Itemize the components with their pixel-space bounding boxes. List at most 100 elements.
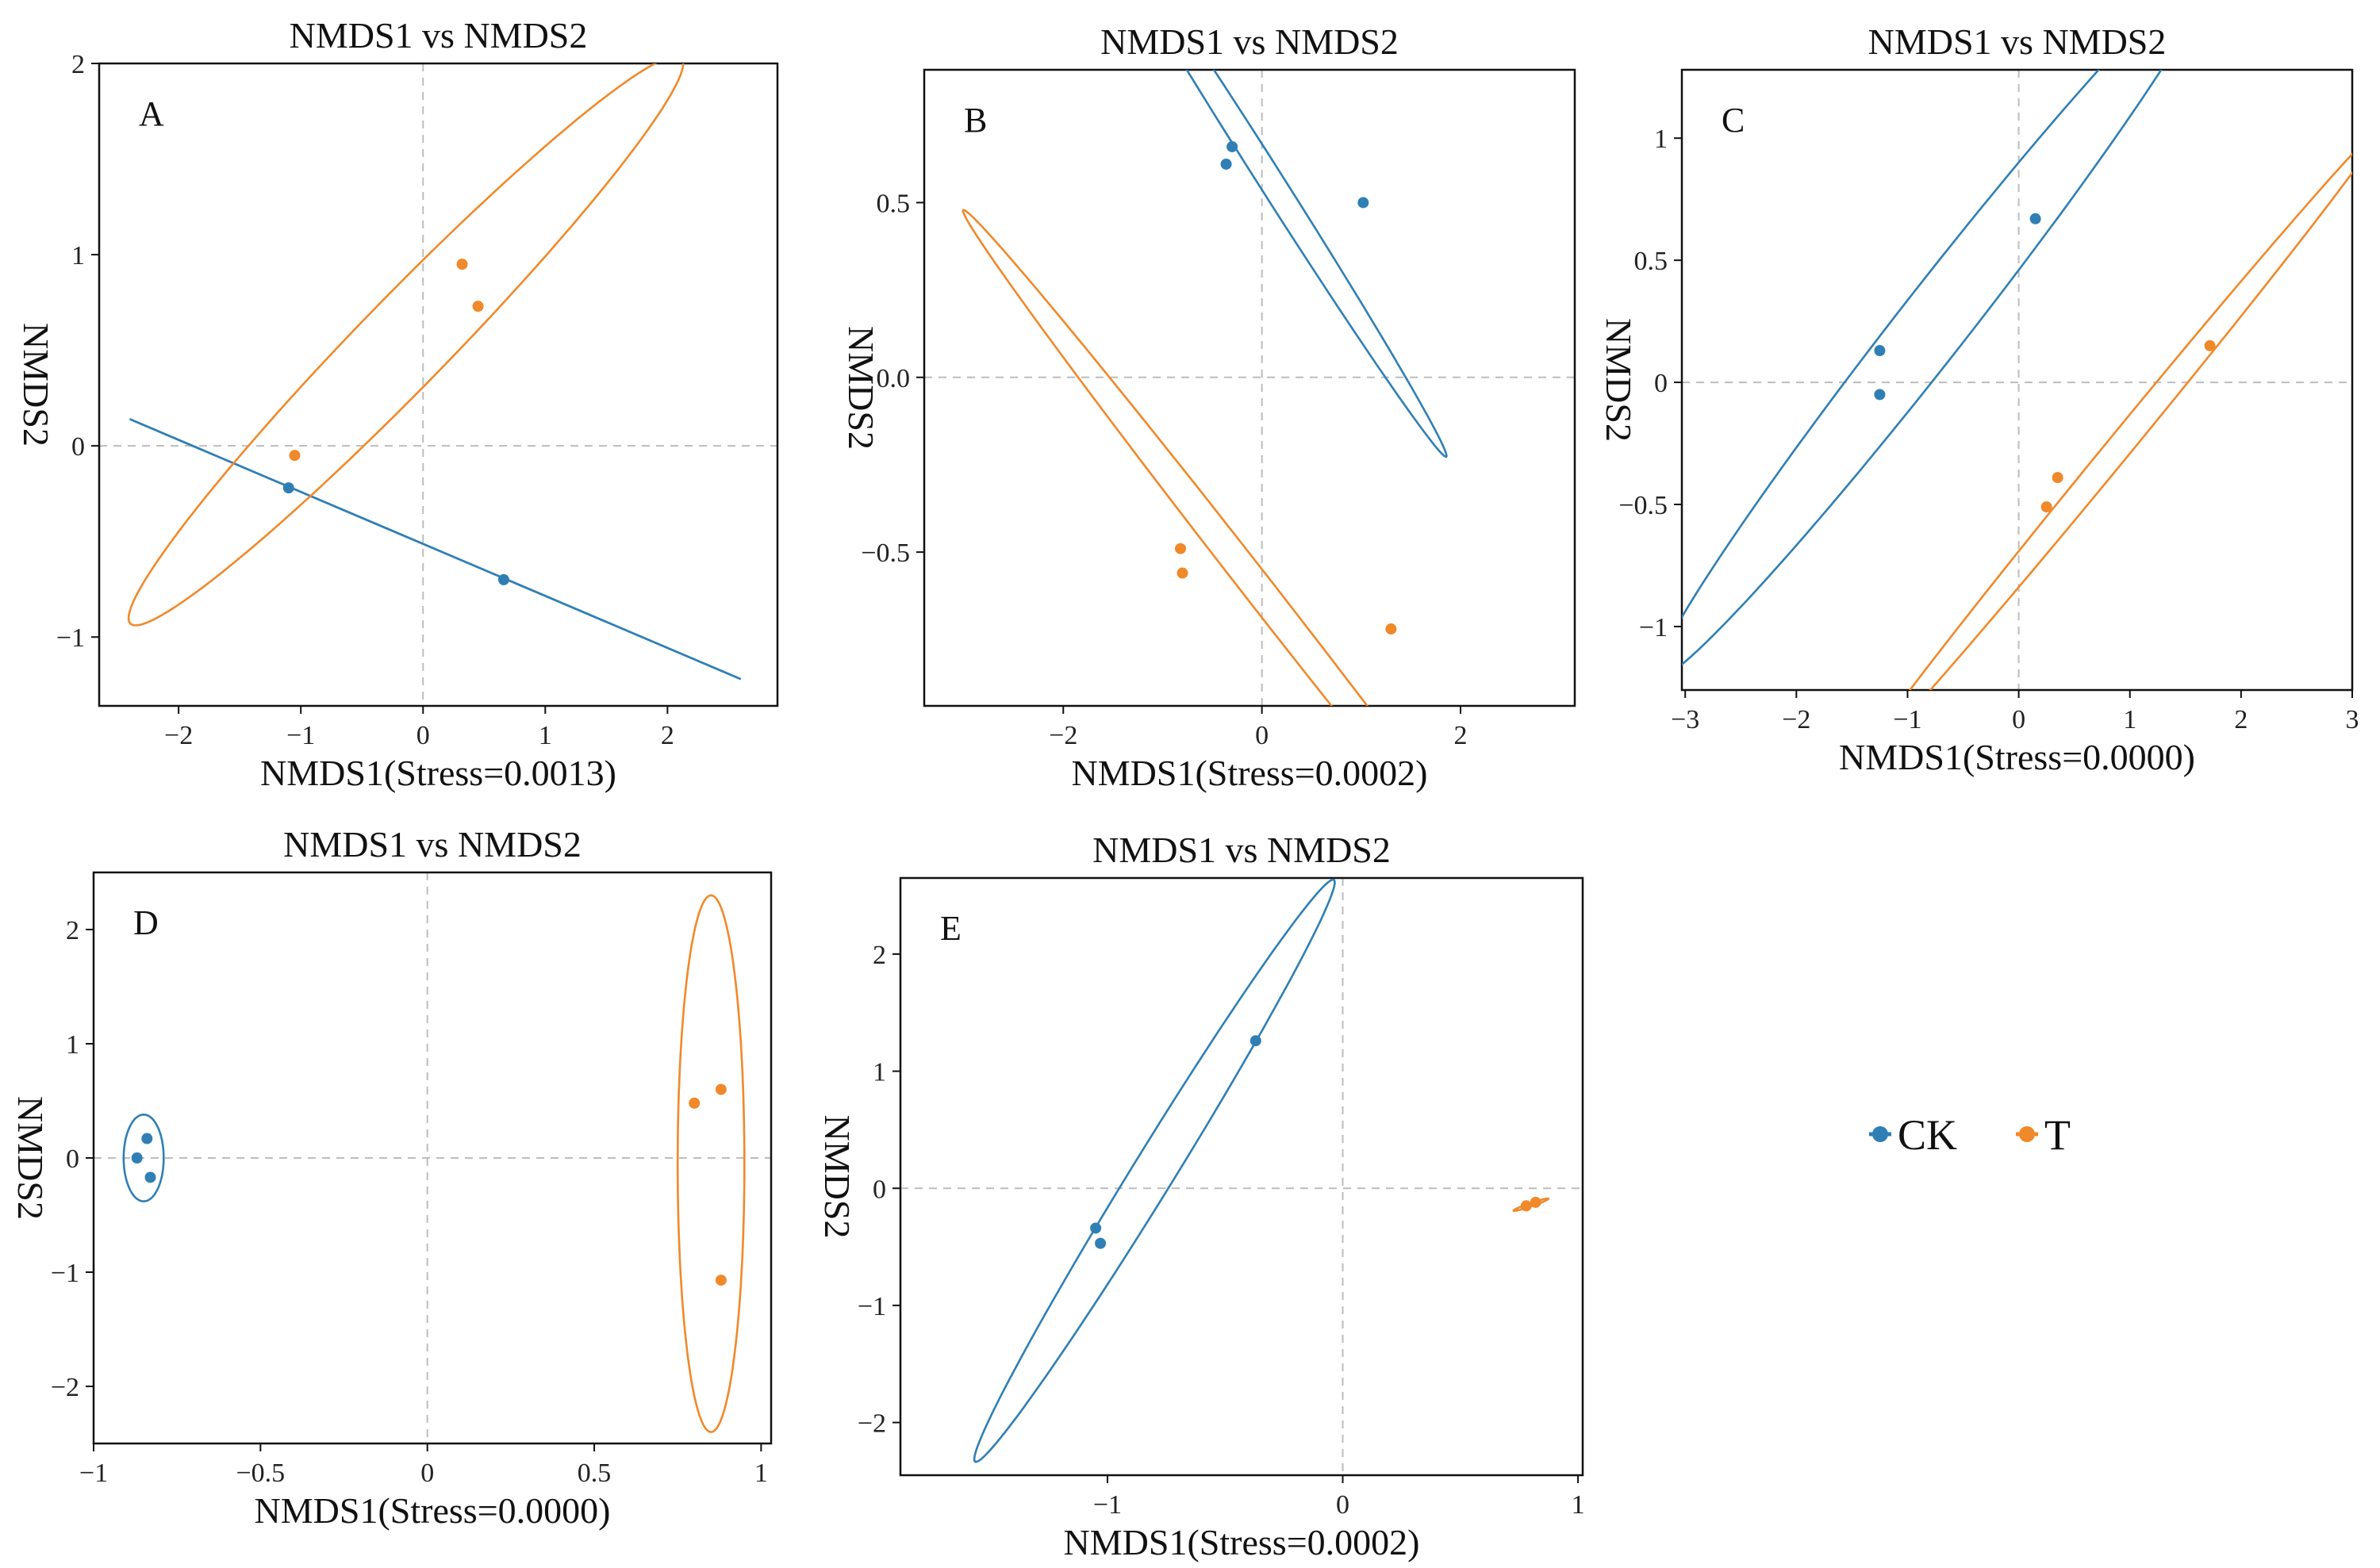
x-tick-label: −2 xyxy=(1782,705,1810,734)
x-tick-label: 2 xyxy=(1454,721,1468,750)
data-point-t xyxy=(2204,339,2216,351)
x-axis-label: NMDS1(Stress=0.0002) xyxy=(1072,753,1428,793)
x-tick-label: 1 xyxy=(2123,705,2136,734)
plot-frame xyxy=(1680,68,2354,692)
series-layer xyxy=(962,70,1448,706)
y-tick-label: 1 xyxy=(71,241,85,270)
x-tick-label: 0 xyxy=(420,1459,434,1488)
confidence-ellipse-ck xyxy=(1682,70,2163,666)
series-layer xyxy=(122,894,746,1433)
x-tick-label: 1 xyxy=(539,721,552,750)
data-point-ck xyxy=(131,1152,143,1164)
chart-title: NMDS1 vs NMDS2 xyxy=(1092,830,1391,870)
x-tick-label: −1 xyxy=(79,1459,108,1488)
series-layer xyxy=(973,878,1549,1463)
y-axis-label: NMDS2 xyxy=(817,1115,858,1239)
legend: CK T xyxy=(1869,1111,2071,1159)
panel-letter: C xyxy=(1722,101,1745,140)
panel-letter: E xyxy=(940,909,962,948)
x-tick-label: 3 xyxy=(2346,705,2359,734)
panel-letter: D xyxy=(133,903,159,942)
x-tick-label: 0 xyxy=(2012,705,2025,734)
legend-marker-ck xyxy=(1872,1126,1888,1142)
y-tick-label: 0 xyxy=(1654,369,1668,398)
y-tick-label: −1 xyxy=(858,1292,886,1321)
data-point-ck xyxy=(1220,158,1232,170)
legend-marker-t xyxy=(2019,1126,2035,1142)
y-tick-label: 1 xyxy=(873,1058,886,1087)
panel-b: NMDS1 vs NMDS2 −2 0 2 0.5 0.0 −0.5 NMDS1(Stress… xyxy=(841,21,1576,793)
data-point-t xyxy=(715,1083,727,1095)
y-tick-label: 2 xyxy=(66,916,79,945)
x-tick-label: −1 xyxy=(1893,705,1921,734)
x-tick-label: 0 xyxy=(1255,721,1269,750)
data-point-t xyxy=(1174,542,1186,554)
y-tick-label: 0 xyxy=(71,432,85,462)
chart-title: NMDS1 vs NMDS2 xyxy=(283,824,582,865)
group-line-ck xyxy=(129,418,742,680)
x-tick-label: −3 xyxy=(1671,705,1699,734)
data-point-ck xyxy=(144,1171,156,1183)
y-tick-label: 0 xyxy=(66,1144,79,1174)
y-tick-label: 2 xyxy=(873,941,886,970)
series-layer xyxy=(127,63,742,680)
legend-label-t: T xyxy=(2044,1111,2071,1159)
plot-frame xyxy=(98,62,779,707)
confidence-ellipse-ck xyxy=(973,878,1336,1463)
data-point-t xyxy=(715,1275,727,1286)
y-tick-label: −1 xyxy=(51,1259,79,1288)
confidence-ellipse-ck xyxy=(1185,70,1448,458)
y-tick-label: 0.0 xyxy=(877,364,911,393)
plot-frame xyxy=(899,876,1584,1477)
data-point-ck xyxy=(1226,140,1238,152)
y-tick-label: −1 xyxy=(1639,613,1668,642)
y-tick-label: 0.5 xyxy=(1634,247,1668,276)
y-tick-label: 1 xyxy=(66,1030,79,1060)
y-tick-label: −0.5 xyxy=(861,539,910,568)
confidence-ellipse-t xyxy=(127,63,685,627)
y-tick-label: 1 xyxy=(1654,125,1668,154)
x-tick-label: −1 xyxy=(286,721,315,750)
panel-letter: A xyxy=(139,94,164,133)
data-point-ck xyxy=(282,482,294,494)
x-tick-label: 1 xyxy=(1572,1490,1585,1520)
x-tick-label: 2 xyxy=(2234,705,2248,734)
data-point-t xyxy=(472,301,484,312)
y-tick-label: −1 xyxy=(56,623,85,653)
y-axis-label: NMDS2 xyxy=(10,1096,51,1220)
y-axis-label: NMDS2 xyxy=(16,323,56,447)
chart-title: NMDS1 vs NMDS2 xyxy=(290,15,588,56)
panel-e: NMDS1 vs NMDS2 −1 0 1 2 1 0 −1 −2 NMDS1(Stress=0.… xyxy=(817,830,1585,1562)
x-tick-label: 0.5 xyxy=(578,1459,612,1488)
y-tick-label: 0.5 xyxy=(877,189,911,218)
x-tick-label: −2 xyxy=(164,721,193,750)
data-point-t xyxy=(456,259,468,270)
series-layer xyxy=(1682,70,2352,690)
y-tick-label: −2 xyxy=(51,1373,79,1402)
panel-d: NMDS1 vs NMDS2 −1 −0.5 0 0.5 1 2 1 0 −1 −2 NMDS1(St… xyxy=(10,824,773,1531)
x-tick-label: −1 xyxy=(1093,1490,1122,1520)
panel-a: NMDS1 vs NMDS2 −2 −1 0 1 2 −1 0 1 2 NMDS1(Stress=0… xyxy=(16,15,779,793)
data-point-ck xyxy=(1357,197,1369,209)
x-tick-label: 2 xyxy=(661,721,674,750)
data-point-t xyxy=(2052,472,2063,484)
data-point-ck xyxy=(1874,389,1886,401)
data-point-t xyxy=(289,450,301,462)
y-tick-label: −0.5 xyxy=(1618,491,1668,520)
x-axis-label: NMDS1(Stress=0.0000) xyxy=(1839,737,2195,777)
data-point-ck xyxy=(497,573,509,585)
data-point-ck xyxy=(1250,1035,1261,1047)
y-axis-label: NMDS2 xyxy=(1599,318,1639,442)
confidence-ellipse-t xyxy=(1908,152,2352,690)
x-tick-label: 0 xyxy=(1336,1490,1349,1520)
x-tick-label: −0.5 xyxy=(236,1459,286,1488)
plot-frame xyxy=(923,68,1576,707)
data-point-t xyxy=(1385,623,1397,635)
y-tick-label: 0 xyxy=(873,1175,886,1204)
data-point-ck xyxy=(1090,1222,1102,1234)
legend-label-ck: CK xyxy=(1898,1111,1957,1159)
chart-title: NMDS1 vs NMDS2 xyxy=(1100,21,1399,62)
x-tick-label: 1 xyxy=(754,1459,768,1488)
data-point-ck xyxy=(2029,213,2041,224)
